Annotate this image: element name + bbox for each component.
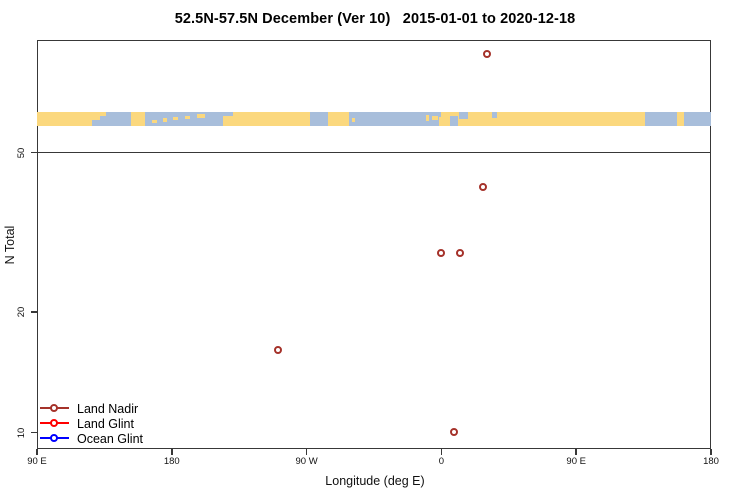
data-point [436,248,445,257]
y-axis-title: N Total [3,225,17,265]
ocean-segment [459,112,469,119]
land-segment [173,116,178,121]
land-segment [197,114,205,119]
ocean-segment [492,112,497,118]
x-axis-tick-label: 0 [438,456,445,467]
map-strip [37,112,711,126]
land-segment [441,112,646,126]
land-segment [676,112,685,126]
land-segment [92,112,100,121]
data-point [478,182,487,191]
legend-circle-marker [50,433,58,442]
data-point [273,346,282,355]
land-segment [351,117,355,123]
y-axis-tick [31,151,37,154]
data-point [483,49,492,58]
land-segment [327,112,349,126]
y-axis-tick-label: 50 [16,147,27,158]
land-segment [99,112,106,117]
x-axis-title: Longitude (deg E) [325,474,425,488]
land-segment [233,112,310,126]
chart-title: 52.5N-57.5N December (Ver 10) 2015-01-01… [174,11,576,27]
x-axis-tick [171,449,173,455]
land-segment [152,119,157,124]
data-point [456,248,465,257]
ocean-segment [309,112,328,124]
x-axis-tick [440,449,443,455]
x-axis-tick-label: 90 E [27,456,47,467]
x-axis-tick [36,449,38,455]
legend-circle-marker [50,418,58,427]
x-axis-tick-label: 90 E [566,456,586,467]
land-segment [131,112,145,126]
reference-line-50 [37,151,711,153]
legend-label: Ocean Glint [77,431,144,446]
land-segment [162,118,168,122]
x-axis-tick [305,449,308,455]
legend-label: Land Glint [77,416,134,431]
plot-frame [37,40,711,449]
y-axis-tick [31,311,37,313]
legend-circle-marker [50,403,58,412]
x-axis-tick [710,449,712,455]
x-axis-tick-label: 90 W [295,456,318,467]
y-axis-tick-label: 10 [16,427,27,438]
y-axis-tick [31,431,37,434]
x-axis-tick-label: 180 [703,456,719,467]
land-segment [185,115,190,119]
x-axis-tick [575,449,577,455]
land-segment [37,112,93,126]
land-segment [439,116,442,126]
land-segment [425,114,430,122]
data-point [450,427,459,436]
land-segment [222,116,234,126]
y-axis-tick-label: 20 [16,306,27,318]
x-axis-tick-label: 180 [163,456,180,467]
ocean-segment [450,116,458,126]
legend-label: Land Nadir [77,401,139,416]
land-segment [432,115,439,121]
